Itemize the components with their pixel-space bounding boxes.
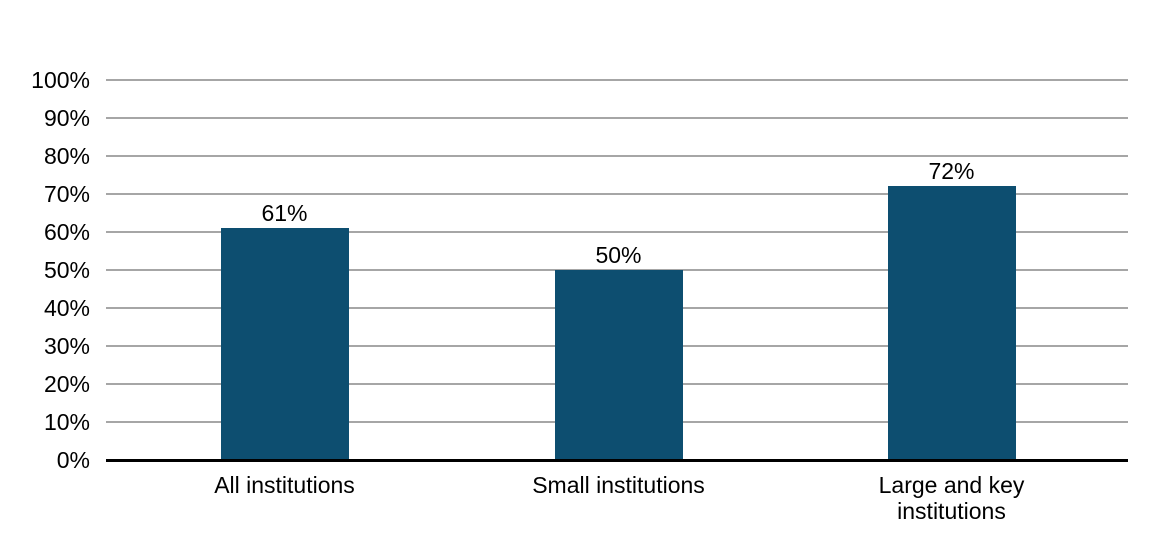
y-tick-label-30: 30% bbox=[43, 333, 90, 359]
y-tick-label-20: 20% bbox=[43, 371, 90, 397]
y-tick-label-10: 10% bbox=[43, 409, 90, 435]
bar-1 bbox=[220, 228, 349, 460]
x-category-label-line: Small institutions bbox=[532, 472, 705, 498]
gridline-70 bbox=[106, 193, 1128, 195]
y-tick-label-40: 40% bbox=[43, 295, 90, 321]
x-category-label-3: Large and key institutions bbox=[812, 472, 1092, 524]
x-category-label-2: Small institutions bbox=[479, 472, 759, 498]
bar-value-label-1: 61% bbox=[261, 200, 308, 227]
gridline-90 bbox=[106, 117, 1128, 119]
x-category-label-line: Large and key bbox=[878, 472, 1025, 498]
y-tick-label-100: 100% bbox=[31, 67, 90, 93]
y-tick-label-50: 50% bbox=[43, 257, 90, 283]
bar-3 bbox=[887, 186, 1016, 460]
bar-value-label-2: 50% bbox=[595, 242, 642, 268]
y-tick-label-80: 80% bbox=[43, 143, 90, 169]
y-tick-label-90: 90% bbox=[43, 105, 90, 131]
y-tick-label-60: 60% bbox=[43, 219, 90, 245]
gridline-100 bbox=[106, 79, 1128, 81]
x-category-label-line: All institutions bbox=[214, 472, 355, 498]
x-category-label-line: institutions bbox=[897, 498, 1006, 524]
x-axis-line bbox=[106, 458, 1128, 462]
bar-2 bbox=[554, 270, 683, 460]
y-tick-label-0: 0% bbox=[56, 447, 90, 473]
gridline-60 bbox=[106, 231, 1128, 233]
gridline-80 bbox=[106, 155, 1128, 157]
y-tick-label-70: 70% bbox=[43, 181, 90, 207]
x-category-label-1: All institutions bbox=[145, 472, 425, 498]
bar-value-label-3: 72% bbox=[928, 158, 975, 185]
